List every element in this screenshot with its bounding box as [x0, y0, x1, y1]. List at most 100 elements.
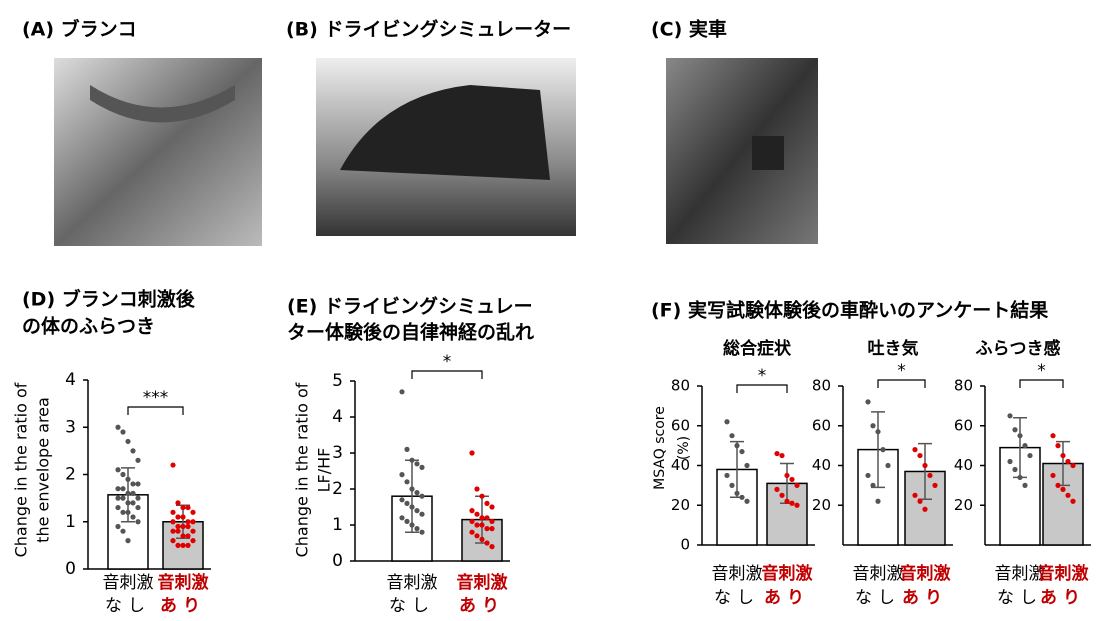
y-tick-label: 1: [332, 515, 343, 535]
data-point: [180, 533, 186, 539]
data-point: [185, 533, 191, 539]
x-tick-label: 音刺激: [900, 563, 951, 584]
chart-title: ター体験後の自律神経の乱れ: [287, 321, 534, 344]
data-point: [130, 500, 136, 506]
data-point: [917, 452, 923, 459]
data-point: [912, 447, 918, 453]
data-point: [1022, 443, 1028, 449]
x-tick-label: 音刺激: [712, 564, 763, 584]
data-point: [125, 438, 131, 445]
data-point: [409, 457, 415, 463]
data-point: [135, 457, 141, 463]
data-point: [190, 509, 196, 515]
photo: [666, 58, 818, 244]
data-point: [125, 490, 131, 496]
data-point: [744, 498, 750, 504]
data-point: [474, 533, 480, 539]
data-point: [734, 490, 740, 496]
data-point: [170, 462, 176, 468]
y-tick-label: 5: [332, 371, 343, 391]
y-tick-label: 3: [65, 417, 76, 437]
data-point: [175, 514, 181, 520]
y-tick-label: 20: [671, 496, 690, 514]
data-point: [130, 490, 136, 496]
data-point: [469, 529, 475, 535]
data-point: [489, 544, 495, 550]
data-point: [484, 500, 490, 506]
data-point: [1060, 486, 1066, 492]
data-point: [120, 528, 126, 534]
data-point: [1070, 462, 1076, 469]
data-point: [135, 504, 141, 511]
data-point: [729, 482, 735, 488]
x-tick-label: なし: [389, 596, 435, 616]
data-point: [399, 389, 405, 395]
data-point: [1007, 413, 1013, 419]
significance-label: *: [443, 352, 452, 372]
y-tick-label: 0: [680, 536, 690, 554]
significance-label: *: [897, 361, 906, 381]
chart-title: (E) ドライビングシミュレー: [287, 295, 533, 318]
data-point: [414, 526, 420, 532]
data-point: [885, 462, 891, 469]
data-point: [1012, 427, 1018, 433]
data-point: [875, 498, 881, 504]
data-point: [419, 511, 425, 517]
significance-bracket: [1019, 379, 1064, 388]
data-point: [774, 486, 780, 492]
data-point: [479, 493, 485, 499]
x-tick-label: なし: [855, 588, 901, 608]
data-point: [409, 486, 415, 492]
data-point: [922, 506, 928, 512]
y-axis-label: the envelope area: [34, 397, 53, 543]
data-point: [779, 452, 785, 459]
chart-title: 吐き気: [868, 338, 919, 359]
y-tick-label: 4: [65, 370, 76, 390]
data-point: [125, 538, 131, 544]
data-point: [789, 500, 795, 506]
x-tick-label: あり: [764, 588, 810, 608]
data-point: [865, 472, 871, 479]
data-point: [794, 502, 800, 508]
data-point: [125, 500, 131, 506]
y-axis-label: Change in the ratio of: [293, 382, 312, 557]
data-point: [1017, 433, 1023, 439]
data-point: [404, 446, 410, 452]
y-tick-label: 20: [812, 496, 831, 514]
data-point: [734, 443, 740, 449]
data-point: [1050, 433, 1056, 439]
photo-detail: [90, 85, 235, 123]
data-point: [479, 522, 485, 528]
y-tick-label: 40: [812, 456, 831, 474]
data-point: [484, 540, 490, 546]
data-point: [489, 526, 495, 532]
data-point: [175, 500, 181, 506]
chart-title: 総合症状: [723, 338, 792, 359]
data-point: [115, 495, 121, 501]
data-point: [865, 399, 871, 405]
data-point: [794, 482, 800, 488]
data-point: [479, 515, 485, 521]
significance-bracket: [127, 406, 184, 415]
data-point: [789, 476, 795, 483]
data-point: [932, 482, 938, 488]
y-tick-label: 0: [65, 559, 76, 579]
data-point: [175, 542, 181, 548]
data-point: [1060, 452, 1066, 459]
y-tick-label: 60: [954, 416, 973, 434]
data-point: [875, 429, 881, 435]
data-point: [474, 522, 480, 528]
data-point: [399, 472, 405, 478]
x-tick-label: 音刺激: [158, 572, 209, 593]
photo: [54, 58, 262, 246]
data-point: [469, 450, 475, 456]
data-point: [170, 538, 176, 544]
data-point: [185, 504, 191, 511]
data-point: [125, 509, 131, 515]
y-tick-label: 40: [954, 456, 973, 474]
data-point: [1065, 458, 1071, 465]
data-point: [917, 498, 923, 504]
data-point: [1070, 498, 1076, 504]
data-point: [779, 492, 785, 498]
data-point: [1012, 466, 1018, 473]
